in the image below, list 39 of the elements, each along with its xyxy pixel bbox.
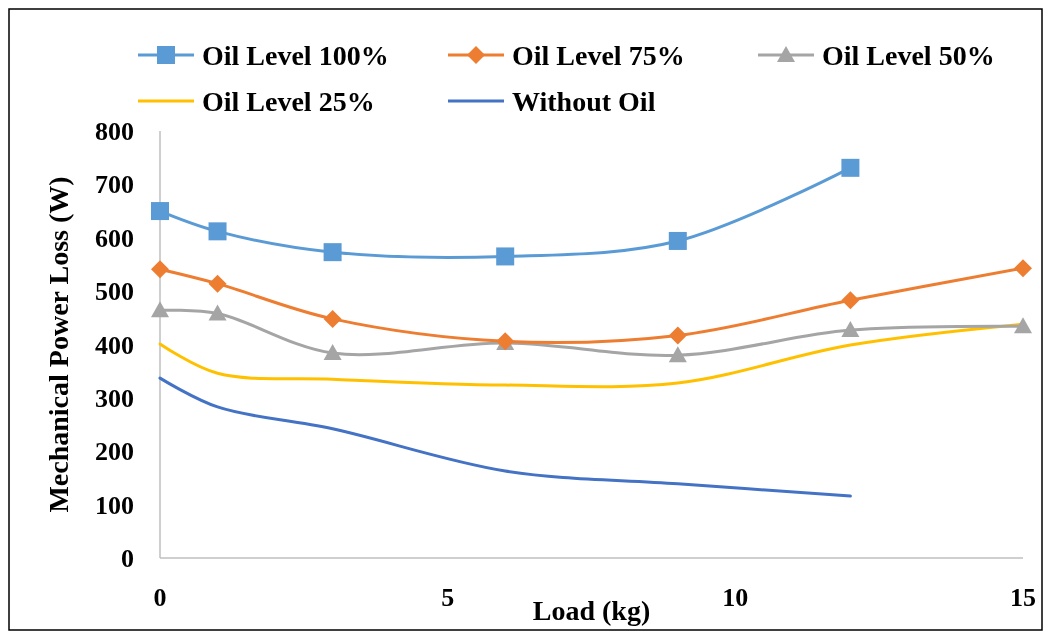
legend-label: Without Oil [512, 85, 656, 117]
y-tick-label: 400 [95, 330, 134, 360]
y-tick-label: 0 [121, 544, 134, 574]
y-tick-label: 700 [95, 170, 134, 200]
y-tick-label: 200 [95, 437, 134, 467]
point [151, 260, 169, 279]
point [208, 274, 227, 293]
point [208, 222, 227, 241]
point [668, 231, 687, 250]
point [323, 309, 342, 328]
point [841, 158, 860, 177]
x-axis-title: Load (kg) [532, 595, 651, 626]
point [668, 326, 687, 345]
y-tick-label: 800 [95, 117, 134, 147]
y-tick-label: 100 [95, 490, 134, 520]
x-tick-label: 5 [441, 583, 455, 612]
x-tick-label: 15 [1010, 583, 1036, 612]
point [841, 321, 860, 338]
point [668, 346, 687, 363]
legend-label: Oil Level 25% [202, 85, 375, 117]
y-tick-label: 600 [95, 223, 134, 253]
legend-label: Oil Level 50% [822, 39, 995, 71]
point [208, 304, 227, 321]
y-axis-title: Mechanical Power Loss (W) [43, 176, 74, 513]
point [151, 301, 169, 318]
point [1014, 317, 1032, 334]
point [496, 247, 515, 266]
point [841, 291, 860, 310]
point [151, 202, 169, 221]
x-tick-label: 0 [153, 583, 167, 612]
point [323, 344, 342, 361]
y-tick-label: 500 [95, 277, 134, 307]
x-tick-label: 10 [722, 583, 749, 612]
line-series [158, 376, 852, 498]
legend-label: Oil Level 100% [202, 39, 389, 71]
legend-label: Oil Level 75% [512, 39, 685, 71]
point [323, 243, 342, 262]
y-tick-label: 300 [95, 383, 134, 413]
point [1014, 259, 1032, 278]
